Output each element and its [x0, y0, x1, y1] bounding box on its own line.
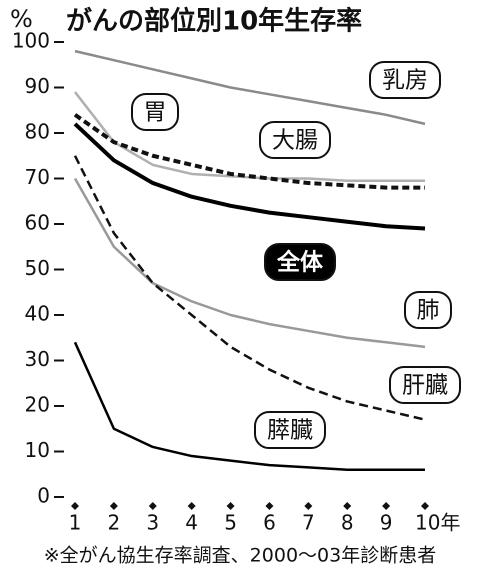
legend-label: 膵臓	[267, 418, 313, 444]
series-label: 乳房	[369, 61, 441, 99]
y-tick-label: 0	[37, 484, 50, 508]
x-tick	[421, 502, 429, 510]
y-tick-label: 70	[25, 165, 50, 189]
x-tick	[109, 502, 118, 510]
chart-title: がんの部位別10年生存率	[66, 6, 362, 37]
series-line	[73, 122, 426, 231]
x-tick-label: 1	[69, 511, 82, 535]
legend-label: 大腸	[272, 128, 318, 154]
series-label: 全体	[264, 243, 336, 281]
label-box	[259, 121, 331, 159]
series-line	[73, 341, 425, 471]
y-tick-label: 40	[25, 302, 50, 326]
x-tick-label: 3	[146, 511, 159, 535]
y-tick-label: 90	[25, 74, 50, 98]
series-label: 肝臓	[389, 366, 461, 404]
label-box	[254, 411, 326, 449]
x-tick	[382, 502, 391, 510]
footnote: ※全がん協生存率調査、2000～03年診断患者	[44, 545, 436, 567]
x-tick-label: 9	[380, 511, 393, 535]
y-tick-label: 80	[25, 120, 50, 144]
label-box	[264, 243, 336, 281]
label-box	[131, 93, 179, 131]
x-tick-label: 6	[263, 511, 276, 535]
y-axis-label: %	[10, 5, 33, 33]
label-box	[404, 291, 452, 329]
x-tick-label: 2	[108, 511, 121, 535]
x-tick	[187, 502, 196, 510]
x-tick	[265, 502, 274, 510]
series-label: 大腸	[259, 121, 331, 159]
legend-label: 肺	[417, 298, 440, 324]
series-label: 膵臓	[254, 411, 326, 449]
legend-label: 肝臓	[402, 373, 448, 399]
x-tick	[304, 502, 313, 510]
x-tick-label: 5	[224, 511, 237, 535]
y-tick-label: 50	[25, 256, 50, 280]
y-tick-label: 60	[25, 211, 50, 235]
y-tick-label: 10	[25, 438, 50, 462]
x-tick-label: 4	[185, 511, 198, 535]
x-tick-label: 10年	[415, 511, 460, 535]
series-line	[74, 49, 426, 126]
y-tick-label: 30	[25, 347, 50, 371]
legend-label: 乳房	[382, 68, 428, 94]
x-tick-label: 7	[302, 511, 315, 535]
y-tick-label: 20	[25, 393, 50, 417]
y-tick-label: 100	[12, 29, 50, 53]
legend-label: 胃	[144, 100, 167, 126]
series-label: 肺	[404, 291, 452, 329]
x-tick	[343, 502, 352, 510]
x-tick-label: 8	[341, 511, 354, 535]
series-label: 胃	[131, 93, 179, 131]
label-box	[369, 61, 441, 99]
series-line	[73, 113, 425, 190]
x-tick	[71, 502, 79, 510]
series-line	[73, 155, 426, 421]
series-line	[73, 177, 426, 349]
legend-label: 全体	[276, 249, 324, 276]
x-tick	[226, 502, 235, 510]
label-box	[389, 366, 461, 404]
x-tick	[148, 502, 157, 510]
